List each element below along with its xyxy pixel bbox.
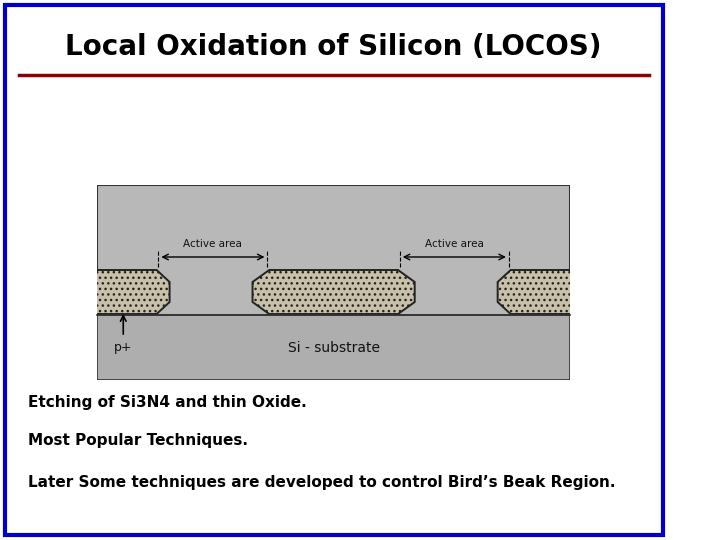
Bar [97,315,570,380]
Polygon shape [498,270,590,314]
Text: Local Oxidation of Silicon (LOCOS): Local Oxidation of Silicon (LOCOS) [66,33,602,61]
Text: Active area: Active area [425,239,484,249]
Text: p+: p+ [114,341,132,354]
Text: Most Popular Techniques.: Most Popular Techniques. [28,433,248,448]
Bar [97,185,570,380]
Polygon shape [253,270,415,314]
Polygon shape [77,270,170,314]
Text: Active area: Active area [184,239,243,249]
Text: Etching of Si3N4 and thin Oxide.: Etching of Si3N4 and thin Oxide. [28,395,307,409]
Text: Later Some techniques are developed to control Bird’s Beak Region.: Later Some techniques are developed to c… [28,475,616,489]
Text: Si - substrate: Si - substrate [287,341,379,354]
